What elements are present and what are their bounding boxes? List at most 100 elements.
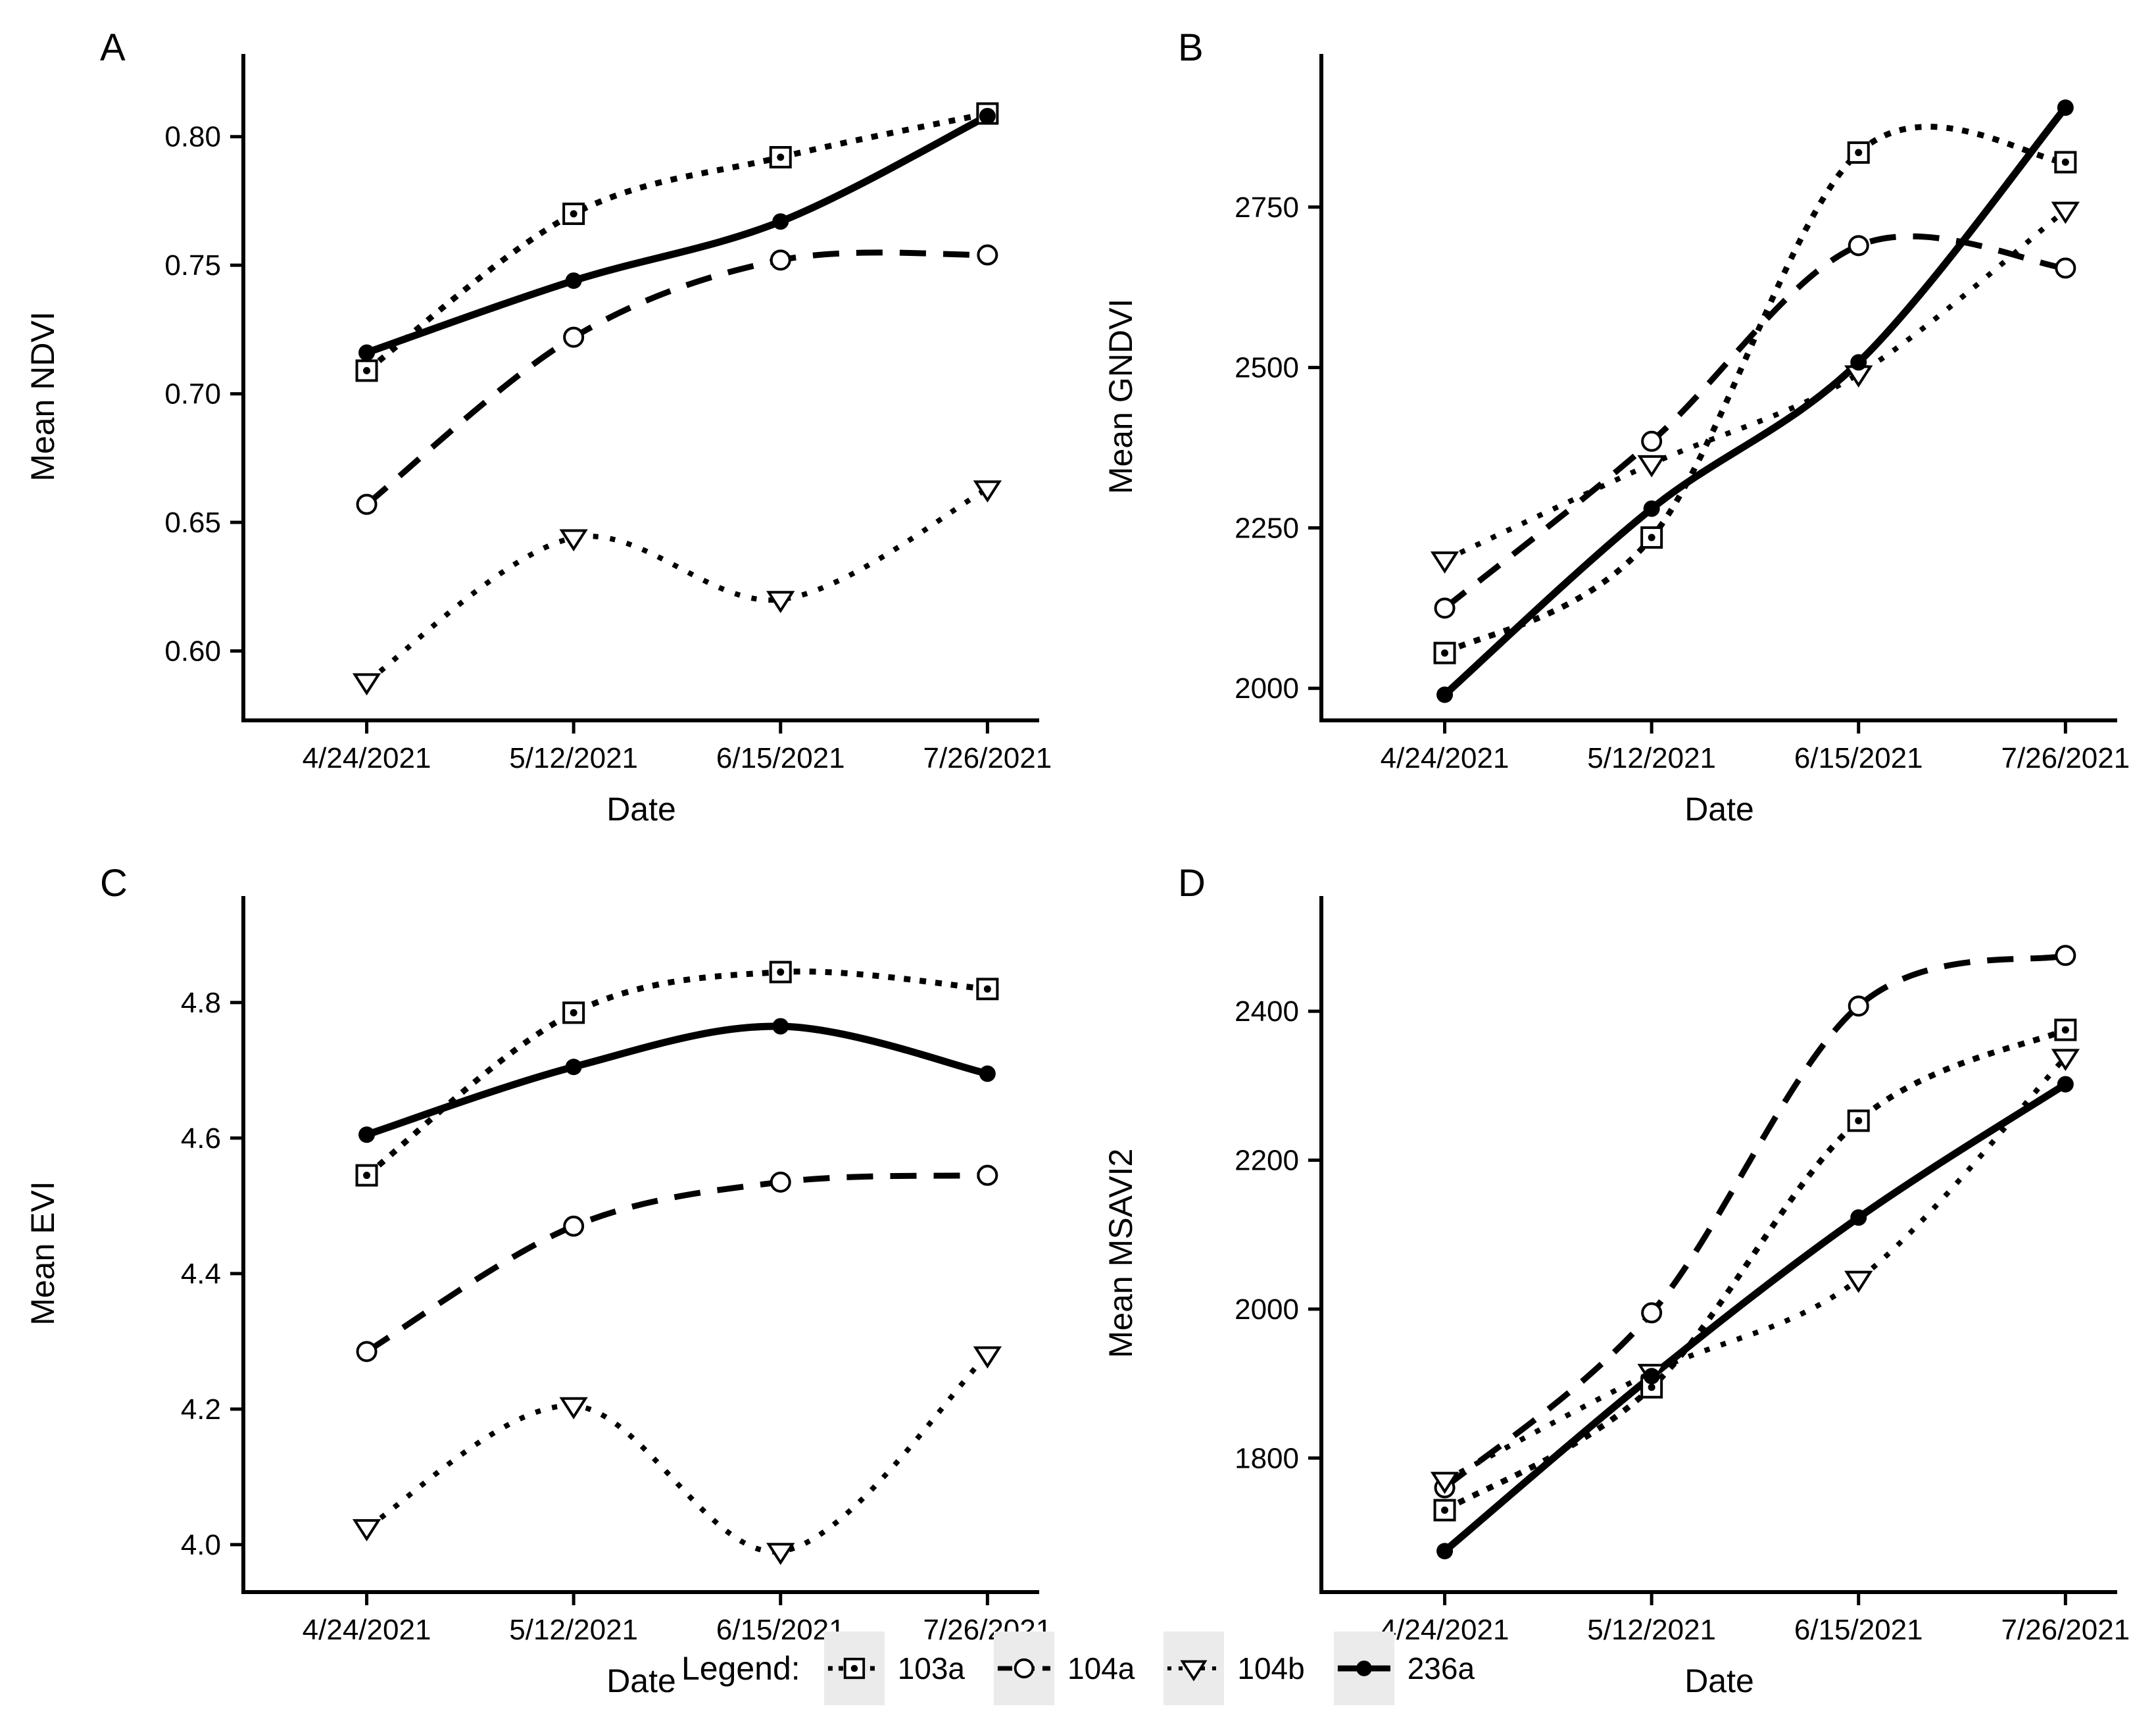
y-tick-label: 1800: [1235, 1442, 1299, 1474]
triangle-down-open-marker-icon: [352, 1519, 381, 1541]
y-tick-label: 4.4: [181, 1258, 221, 1290]
series-104b-line: [1443, 208, 2067, 562]
circle-open-marker-icon: [1848, 995, 1869, 1017]
series-236a-markers: [1436, 1076, 2074, 1560]
circle-open-marker-icon: [770, 249, 791, 271]
circle-filled-marker-icon: [565, 272, 582, 289]
circle-filled-marker-icon: [1356, 1661, 1372, 1676]
panel-tag: A: [100, 26, 126, 69]
x-tick-label: 7/26/2021: [2001, 1614, 2130, 1646]
legend-key-glyph: [1167, 1660, 1221, 1682]
circle-open-marker-icon: [356, 493, 378, 515]
chart-svg-panel-D: D 1800 2000 2200 2400 4/24/2021 5/12/2021 6/15/…: [1102, 862, 2130, 1699]
circle-filled-marker-icon: [358, 344, 376, 361]
series-104b-markers: [1430, 201, 2080, 574]
square-dot-marker-icon: [355, 359, 378, 382]
circle-open-marker-icon: [2055, 257, 2076, 279]
panel-mean-evi: C 4.0 4.2 4.4 4.6 4.8 4/24/2021 5/12/2021 6/15/2…: [0, 836, 1078, 1720]
legend-item-label: 236a: [1407, 1651, 1475, 1686]
square-dot-marker-icon: [2054, 151, 2077, 174]
square-dot-marker-icon: [769, 145, 792, 168]
triangle-down-open-marker-icon: [973, 1346, 1002, 1369]
x-tick-label: 4/24/2021: [303, 742, 431, 774]
legend-key-swatch: [823, 1632, 885, 1705]
triangle-down-open-marker-icon: [352, 673, 381, 696]
series-103a-line: [1443, 124, 2066, 656]
circle-open-marker-icon: [977, 1164, 998, 1186]
square-dot-marker-icon: [1847, 1109, 1870, 1132]
series-104a-line: [365, 1172, 988, 1355]
x-tick-label: 5/12/2021: [1587, 1614, 1716, 1646]
series-236a-line: [1442, 105, 2069, 698]
circle-open-marker-icon: [563, 1215, 585, 1237]
legend-item-label: 104a: [1067, 1651, 1135, 1686]
circle-filled-marker-icon: [1850, 1209, 1867, 1226]
circle-filled-marker-icon: [1643, 500, 1660, 517]
x-tick-label: 6/15/2021: [1794, 1614, 1923, 1646]
legend-key-swatch: [1164, 1632, 1225, 1705]
series-104a-markers: [356, 244, 998, 515]
series-104a-markers: [356, 1164, 998, 1362]
y-tick-label: 2500: [1235, 352, 1299, 384]
series-236a-markers: [358, 1018, 996, 1143]
circle-open-marker-icon: [1434, 597, 1456, 619]
triangle-down-open-marker-icon: [559, 529, 588, 552]
circle-filled-marker-icon: [2057, 1076, 2074, 1093]
panel-mean-gndvi: B 2000 2250 2500 2750 4/24/2021 5/12/2021 6/15/…: [1078, 0, 2156, 836]
x-tick-label: 4/24/2021: [1381, 1614, 1509, 1646]
legend-item-104b: 104b: [1164, 1632, 1305, 1705]
series-236a-line: [1442, 1081, 2068, 1554]
triangle-down-open-marker-icon: [766, 591, 795, 613]
series-103a-markers: [1433, 141, 2077, 664]
triangle-down-open-marker-icon: [1637, 455, 1666, 478]
panel-tag: B: [1178, 26, 1204, 69]
y-axis-title: Mean NDVI: [24, 311, 61, 481]
y-tick-label: 4.2: [181, 1393, 221, 1426]
circle-filled-marker-icon: [979, 1065, 996, 1082]
series-103a-markers: [355, 102, 999, 382]
x-tick-label: 6/15/2021: [716, 742, 845, 774]
square-dot-marker-icon: [1433, 641, 1456, 664]
x-axis-title: Date: [606, 1662, 676, 1699]
y-tick-label: 2200: [1235, 1145, 1299, 1177]
series-103a-line: [364, 968, 988, 1178]
series-104a-markers: [1434, 945, 2076, 1499]
circle-filled-marker-icon: [772, 213, 789, 230]
x-axis-title: Date: [606, 791, 676, 828]
series-236a-markers: [1436, 99, 2074, 703]
triangle-down-open-marker-icon: [766, 1543, 795, 1565]
series-104b-line: [365, 1353, 990, 1555]
square-dot-marker-icon: [976, 978, 999, 1001]
legend-key-glyph: [1337, 1661, 1390, 1676]
x-tick-label: 5/12/2021: [1587, 742, 1716, 774]
circle-filled-marker-icon: [772, 1018, 789, 1035]
circle-open-marker-icon: [770, 1171, 791, 1193]
series-104b-line: [1443, 1055, 2068, 1483]
legend-title: Legend:: [681, 1650, 800, 1687]
legend-key-swatch: [1333, 1632, 1394, 1705]
circle-open-marker-icon: [1641, 430, 1663, 452]
legend-item-104a: 104a: [994, 1632, 1135, 1705]
x-tick-label: 4/24/2021: [303, 1614, 431, 1646]
square-dot-marker-icon: [2054, 1018, 2077, 1041]
square-dot-marker-icon: [1847, 141, 1870, 164]
legend-key-glyph: [998, 1658, 1051, 1679]
chart-svg-panel-C: C 4.0 4.2 4.4 4.6 4.8 4/24/2021 5/12/2021 6/15/2…: [24, 862, 1052, 1699]
x-axis-title: Date: [1684, 791, 1754, 828]
circle-open-marker-icon: [1014, 1658, 1035, 1679]
x-tick-label: 5/12/2021: [509, 1614, 638, 1646]
y-tick-label: 0.75: [164, 249, 221, 282]
series-236a-markers: [358, 107, 996, 361]
legend-items: 103a 104a 104b 236a: [823, 1632, 1475, 1705]
triangle-down-open-marker-icon: [2051, 201, 2080, 224]
circle-open-marker-icon: [1848, 235, 1869, 257]
y-tick-label: 0.70: [164, 378, 221, 411]
panel-mean-ndvi: A 0.60 0.65 0.70 0.75 0.80 4/24/2021 5/12/2021 6…: [0, 0, 1078, 836]
legend-key-swatch: [994, 1632, 1055, 1705]
series-103a-markers: [355, 961, 999, 1187]
panel-tag: D: [1178, 862, 1206, 905]
circle-filled-marker-icon: [2057, 99, 2074, 116]
y-tick-label: 0.60: [164, 635, 221, 667]
triangle-down-open-marker-icon: [559, 1397, 588, 1420]
